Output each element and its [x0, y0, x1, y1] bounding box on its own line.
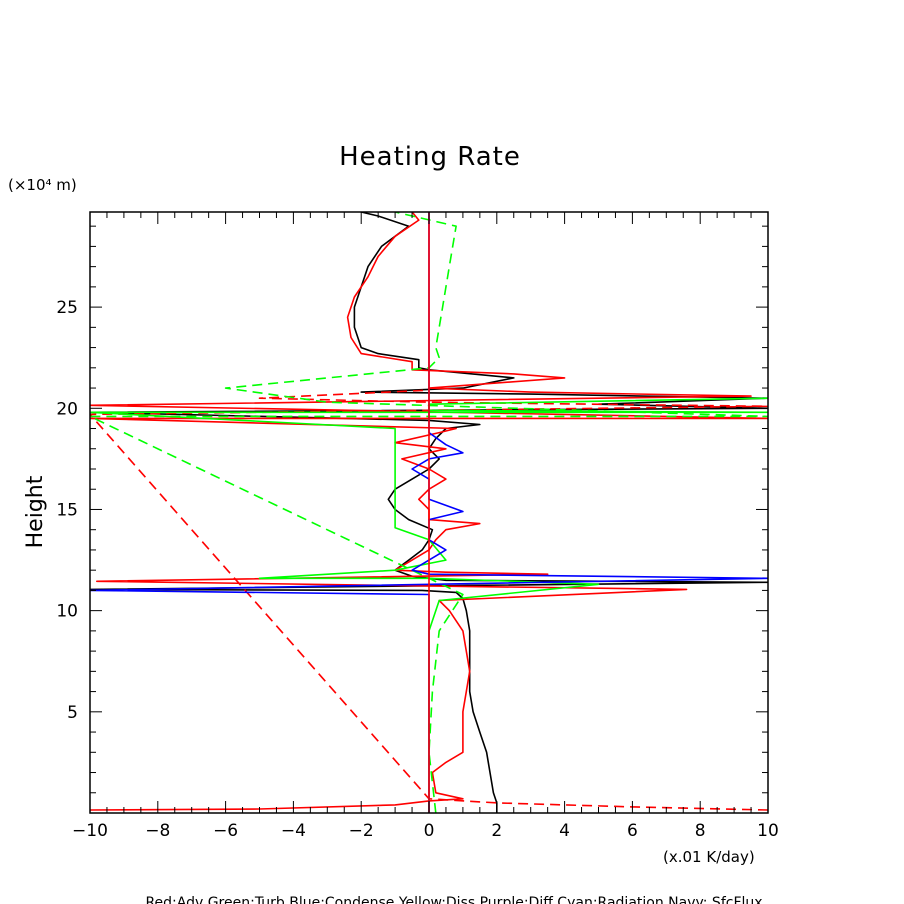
- x-tick-label: 2: [491, 821, 502, 841]
- y-axis-label: Height: [23, 475, 48, 548]
- series-line-turb-dashed: [90, 212, 768, 813]
- x-tick-label: −2: [349, 821, 374, 841]
- series-line-adv-dashed: [90, 389, 768, 811]
- y-tick-label: 5: [67, 703, 78, 723]
- x-tick-label: −6: [213, 821, 238, 841]
- series-group: [90, 212, 768, 813]
- y-tick-label: 10: [56, 602, 78, 622]
- series-line-total: [90, 212, 768, 813]
- y-tick-label: 15: [56, 500, 78, 520]
- x-tick-label: 10: [757, 821, 779, 841]
- y-tick-label: 25: [56, 298, 78, 318]
- x-axis-label: (x.01 K/day): [663, 848, 755, 866]
- legend-text: Red:Adv Green:Turb Blue:Condense Yellow:…: [145, 895, 762, 904]
- x-tick-label: −8: [145, 821, 170, 841]
- x-tick-label: 4: [559, 821, 570, 841]
- y-tick-label: 20: [56, 399, 78, 419]
- x-tick-label: 8: [695, 821, 706, 841]
- series-layer: [90, 212, 768, 813]
- y-units-label: (×10⁴ m): [8, 176, 77, 194]
- x-tick-label: 0: [424, 821, 435, 841]
- chart-title: Heating Rate: [339, 142, 521, 172]
- axes-layer: −10 −8 −6 −4 −2 0 2 4 6 8 10 5 10 15 20 25: [56, 211, 779, 841]
- x-tick-label: 6: [627, 821, 638, 841]
- x-tick-label: −10: [72, 821, 108, 841]
- x-tick-label: −4: [281, 821, 306, 841]
